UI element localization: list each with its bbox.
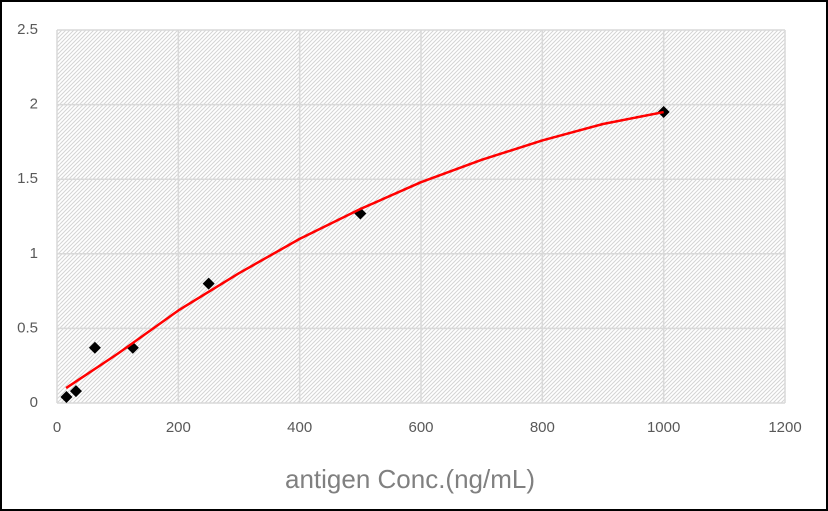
- data-point: [69, 385, 82, 398]
- trend-line: [65, 110, 664, 390]
- x-tick-label: 400: [287, 419, 312, 436]
- x-tick-label: 1200: [768, 419, 801, 436]
- y-tick-label: 1: [30, 245, 38, 262]
- data-point: [202, 277, 215, 290]
- data-point: [88, 341, 101, 354]
- x-tick-label: 0: [53, 419, 61, 436]
- y-tick-label: 0.5: [17, 319, 38, 336]
- x-tick-label: 200: [166, 419, 191, 436]
- x-tick-label: 1000: [647, 419, 680, 436]
- x-tick-label: 800: [530, 419, 555, 436]
- y-tick-label: 0: [30, 394, 38, 411]
- x-axis-title: antigen Conc.(ng/mL): [285, 464, 535, 494]
- x-tick-label: 600: [408, 419, 433, 436]
- data-point: [60, 391, 73, 404]
- y-tick-label: 1.5: [17, 170, 38, 187]
- y-tick-label: 2: [30, 96, 38, 113]
- data-point: [126, 341, 139, 354]
- y-tick-label: 2.5: [17, 21, 38, 38]
